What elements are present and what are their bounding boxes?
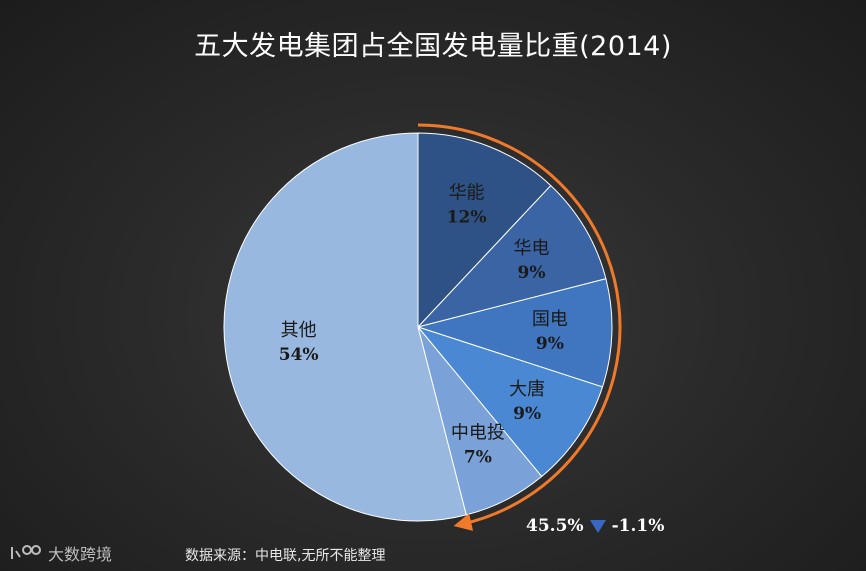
group-share-total: 45.5% — [526, 516, 584, 536]
pie-slice-3 — [416, 325, 604, 478]
group-share-arc — [417, 123, 622, 531]
group-share-annotation: 45.5% -1.1% — [526, 516, 664, 536]
down-triangle-icon — [589, 519, 606, 533]
slice-label-3: 大唐 — [509, 379, 545, 400]
slice-label-1: 华电 — [514, 238, 550, 259]
slice-value-4: 7% — [464, 448, 492, 468]
slice-label-0: 华能 — [449, 182, 485, 203]
slice-value-5: 54% — [279, 345, 319, 365]
source-note: 数据来源：中电联,无所不能整理 — [185, 548, 386, 564]
pie-slice-0 — [417, 132, 552, 329]
pie-slice-1 — [416, 184, 607, 328]
chart-title: 五大发电集团占全国发电量比重(2014) — [194, 31, 672, 62]
slice-value-3: 9% — [513, 404, 541, 424]
slice-label-4: 中电投 — [451, 423, 505, 444]
slice-value-1: 9% — [518, 263, 546, 283]
pie-slices — [223, 132, 613, 522]
pie-labels: 华能 12% 华电 9% 国电 9% 大唐 9% 中电投 7% 其他 54% — [279, 182, 568, 467]
slice-value-2: 9% — [536, 334, 564, 354]
slice-label-2: 国电 — [532, 309, 568, 330]
brand-name: 大数跨境 — [48, 545, 113, 564]
pie-slice-2 — [416, 278, 613, 388]
brand-watermark: 大数跨境 — [8, 541, 112, 565]
slice-value-0: 12% — [447, 207, 487, 227]
pie-slice-5 — [223, 132, 467, 522]
group-share-change: -1.1% — [611, 516, 665, 536]
slice-label-5: 其他 — [281, 320, 317, 341]
brand-logo-icon — [11, 545, 41, 559]
